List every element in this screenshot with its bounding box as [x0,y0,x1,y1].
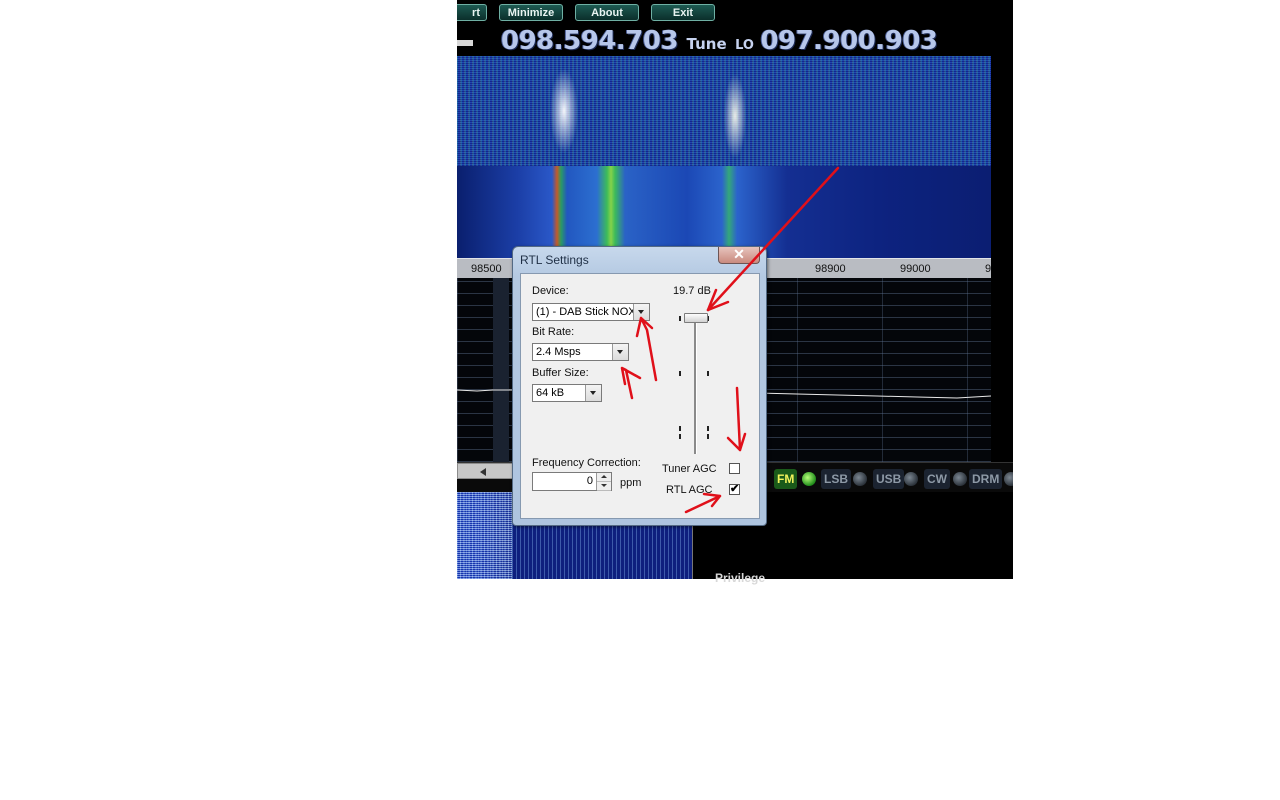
ruler-label: 9 [985,263,992,275]
slider-tick [707,316,709,321]
ruler-label: 98900 [815,263,846,275]
right-strip [991,56,1013,462]
partial-text: Privilege [715,571,766,585]
slider-tick [707,434,709,439]
minimize-button[interactable]: Minimize [499,4,563,21]
dialog-title: RTL Settings [520,253,589,267]
scroll-left-icon[interactable] [480,468,486,476]
freq-correction-label: Frequency Correction: [532,457,641,469]
frequency-display: 098.594.703 Tune LO 097.900.903 [501,26,938,56]
cw-led-icon [953,472,967,486]
mode-drm-button[interactable]: DRM [969,469,1003,489]
chevron-down-icon[interactable] [585,385,601,401]
lo-frequency[interactable]: 097.900.903 [760,26,938,56]
mode-lsb-button[interactable]: LSB [821,469,851,489]
rtl-agc-label: RTL AGC [666,484,713,496]
check-icon: ✔ [730,483,740,495]
slider-tick [679,371,681,376]
mode-cw-button[interactable]: CW [924,469,950,489]
window-edge [457,40,473,46]
chevron-down-icon[interactable] [612,344,628,360]
freq-correction-input[interactable]: 0 [532,472,612,491]
tune-label: Tune [686,35,727,53]
dialog-body: Device: (1) - DAB Stick NOX Bit Rate: 2.… [520,273,760,519]
exit-button[interactable]: Exit [651,4,715,21]
lo-label: LO [735,38,754,53]
fm-led-icon [802,472,816,486]
mode-fm-button[interactable]: FM [774,469,798,489]
about-button[interactable]: About [575,4,639,21]
spectrum-gradient[interactable] [457,166,991,258]
usb-led-icon [904,472,918,486]
waterfall-display[interactable] [457,56,991,166]
spin-down-icon[interactable] [597,482,611,491]
spin-up-icon[interactable] [597,473,611,482]
gain-readout: 19.7 dB [673,285,711,297]
ruler-label: 98500 [471,263,502,275]
close-button[interactable]: ✕ [718,247,760,264]
close-icon: ✕ [733,246,745,262]
start-button[interactable]: rt [457,4,487,21]
slider-tick [707,371,709,376]
freq-correction-value: 0 [586,475,593,487]
chevron-down-icon[interactable] [633,304,649,320]
drm-led-icon [1004,472,1013,486]
slider-tick [707,426,709,431]
bitrate-label: Bit Rate: [532,326,575,338]
sdr-app-window: rt Minimize About Exit 098.594.703 Tune … [457,0,1013,579]
tuner-agc-checkbox[interactable] [729,463,740,474]
tuner-agc-label: Tuner AGC [662,463,717,475]
device-label: Device: [532,285,569,297]
plot-sidebar [493,278,509,462]
lsb-led-icon [853,472,867,486]
ruler-label: 99000 [900,263,931,275]
buffer-label: Buffer Size: [532,367,589,379]
mode-usb-button[interactable]: USB [873,469,905,489]
slider-tick [679,426,681,431]
tuned-frequency[interactable]: 098.594.703 [501,26,679,56]
ppm-label: ppm [620,477,642,489]
buffer-value: 64 kB [536,387,565,399]
device-value: (1) - DAB Stick NOX [536,306,636,318]
horizontal-scrollbar[interactable] [457,463,515,479]
lower-waterfall-noise [457,492,512,579]
rtl-settings-dialog: RTL Settings ✕ Device: (1) - DAB Stick N… [512,246,767,526]
slider-track [694,314,697,454]
bitrate-dropdown[interactable]: 2.4 Msps [532,343,629,361]
gain-slider[interactable] [671,304,721,454]
bitrate-value: 2.4 Msps [536,346,581,358]
device-dropdown[interactable]: (1) - DAB Stick NOX [532,303,650,321]
slider-tick [679,434,681,439]
rtl-agc-checkbox[interactable]: ✔ [729,484,740,495]
slider-tick [679,316,681,321]
spinner-buttons[interactable] [596,473,611,491]
buffer-dropdown[interactable]: 64 kB [532,384,602,402]
slider-thumb[interactable] [684,312,708,323]
